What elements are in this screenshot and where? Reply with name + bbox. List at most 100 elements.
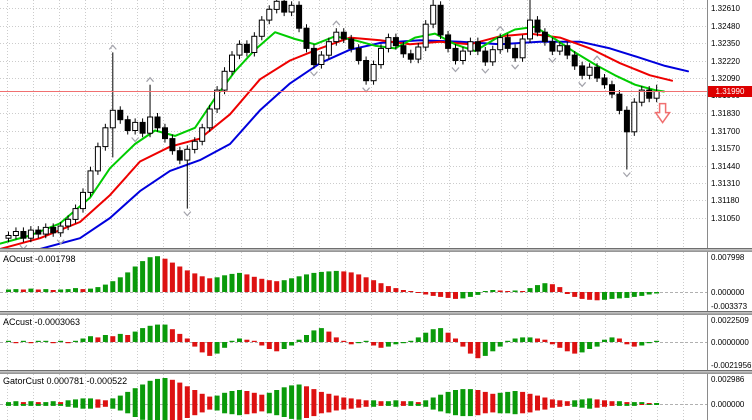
candle-up[interactable] — [527, 19, 533, 40]
candle-up[interactable] — [556, 45, 563, 52]
candle-down[interactable] — [571, 54, 578, 67]
candle-down[interactable] — [281, 0, 288, 13]
candle-up[interactable] — [87, 170, 94, 193]
histogram-bar — [535, 404, 540, 411]
candle-down[interactable] — [452, 47, 459, 62]
histogram-bar — [654, 340, 660, 342]
candle-down[interactable] — [407, 53, 414, 60]
candle-down[interactable] — [549, 41, 556, 52]
candle-up[interactable] — [65, 218, 72, 227]
candle-up[interactable] — [325, 41, 332, 56]
candle-down[interactable] — [124, 119, 131, 131]
candle-up[interactable] — [5, 235, 12, 239]
candle-up[interactable] — [430, 4, 437, 25]
candle-up[interactable] — [80, 191, 86, 210]
candle-up[interactable] — [415, 46, 422, 60]
gator-indicator-plot[interactable] — [0, 374, 707, 420]
candle-up[interactable] — [94, 146, 101, 172]
candle-up[interactable] — [214, 89, 221, 110]
candle-down[interactable] — [616, 93, 623, 111]
panel-separator-3[interactable] — [0, 370, 752, 374]
candle-up[interactable] — [378, 47, 384, 66]
candle-up[interactable] — [206, 108, 213, 129]
panel-separator-1[interactable] — [0, 248, 752, 252]
histogram-bar — [400, 401, 406, 404]
candle-down[interactable] — [445, 34, 452, 49]
ao-indicator-plot[interactable] — [0, 252, 707, 311]
candle-down[interactable] — [609, 84, 615, 95]
candle-down[interactable] — [392, 37, 399, 47]
fractal-up-icon — [332, 20, 341, 26]
candle-down[interactable] — [534, 19, 541, 33]
candle-up[interactable] — [221, 70, 228, 91]
candle-down[interactable] — [623, 109, 630, 133]
candle-up[interactable] — [27, 229, 34, 239]
candle-down[interactable] — [176, 150, 183, 161]
candle-down[interactable] — [400, 45, 407, 55]
candle-down[interactable] — [310, 47, 317, 66]
candle-down[interactable] — [512, 47, 519, 59]
candle-up[interactable] — [132, 121, 139, 132]
candle-up[interactable] — [42, 226, 49, 235]
candle-down[interactable] — [564, 45, 571, 56]
candle-down[interactable] — [117, 109, 124, 121]
candle-up[interactable] — [467, 41, 474, 52]
candle-up[interactable] — [385, 37, 392, 49]
candle-up[interactable] — [288, 4, 295, 13]
candle-up[interactable] — [251, 35, 258, 53]
candle-up[interactable] — [497, 37, 504, 51]
candle-down[interactable] — [169, 138, 176, 152]
candle-up[interactable] — [266, 8, 273, 21]
candle-up[interactable] — [191, 140, 198, 150]
candle-up[interactable] — [236, 43, 243, 56]
candle-up[interactable] — [333, 31, 340, 43]
candle-down[interactable] — [296, 4, 303, 29]
candle-down[interactable] — [474, 41, 481, 52]
candle-up[interactable] — [519, 38, 526, 59]
candle-down[interactable] — [594, 66, 601, 79]
candle-down[interactable] — [437, 4, 444, 36]
histogram-bar — [304, 274, 309, 292]
candle-down[interactable] — [243, 43, 250, 53]
candle-down[interactable] — [50, 226, 57, 234]
candle-down[interactable] — [162, 127, 168, 140]
candle-up[interactable] — [273, 0, 280, 10]
candle-down[interactable] — [646, 89, 653, 99]
candle-down[interactable] — [348, 38, 355, 49]
panel-separator-2[interactable] — [0, 311, 752, 315]
candle-down[interactable] — [504, 37, 511, 49]
ac-indicator-plot[interactable] — [0, 315, 707, 370]
candle-up[interactable] — [12, 231, 19, 236]
candle-down[interactable] — [363, 60, 370, 82]
candle-down[interactable] — [20, 231, 27, 239]
candle-up[interactable] — [586, 66, 593, 76]
candle-down[interactable] — [579, 65, 586, 76]
candle-down[interactable] — [482, 50, 489, 63]
candle-up[interactable] — [184, 148, 191, 161]
candle-up[interactable] — [102, 127, 109, 148]
candle-up[interactable] — [318, 54, 325, 65]
candle-up[interactable] — [147, 116, 154, 134]
candle-down[interactable] — [303, 27, 310, 49]
candle-down[interactable] — [154, 116, 161, 129]
candle-down[interactable] — [35, 229, 42, 235]
candle-up[interactable] — [199, 127, 206, 142]
candle-down[interactable] — [601, 77, 608, 86]
candle-up[interactable] — [422, 23, 429, 48]
candle-up[interactable] — [72, 208, 79, 220]
candle-up[interactable] — [631, 101, 638, 133]
candle-down[interactable] — [541, 31, 548, 43]
main-chart-plot[interactable] — [0, 0, 707, 248]
candle-up[interactable] — [258, 19, 265, 37]
candle-up[interactable] — [229, 54, 235, 72]
candle-up[interactable] — [370, 64, 377, 82]
candle-down[interactable] — [340, 31, 347, 40]
candle-down[interactable] — [139, 121, 146, 134]
candle-up[interactable] — [459, 50, 466, 61]
candle-up[interactable] — [653, 91, 660, 99]
candle-up[interactable] — [109, 109, 116, 129]
candle-up[interactable] — [638, 89, 645, 103]
candle-up[interactable] — [57, 225, 64, 234]
candle-up[interactable] — [489, 49, 496, 63]
candle-down[interactable] — [355, 47, 362, 62]
